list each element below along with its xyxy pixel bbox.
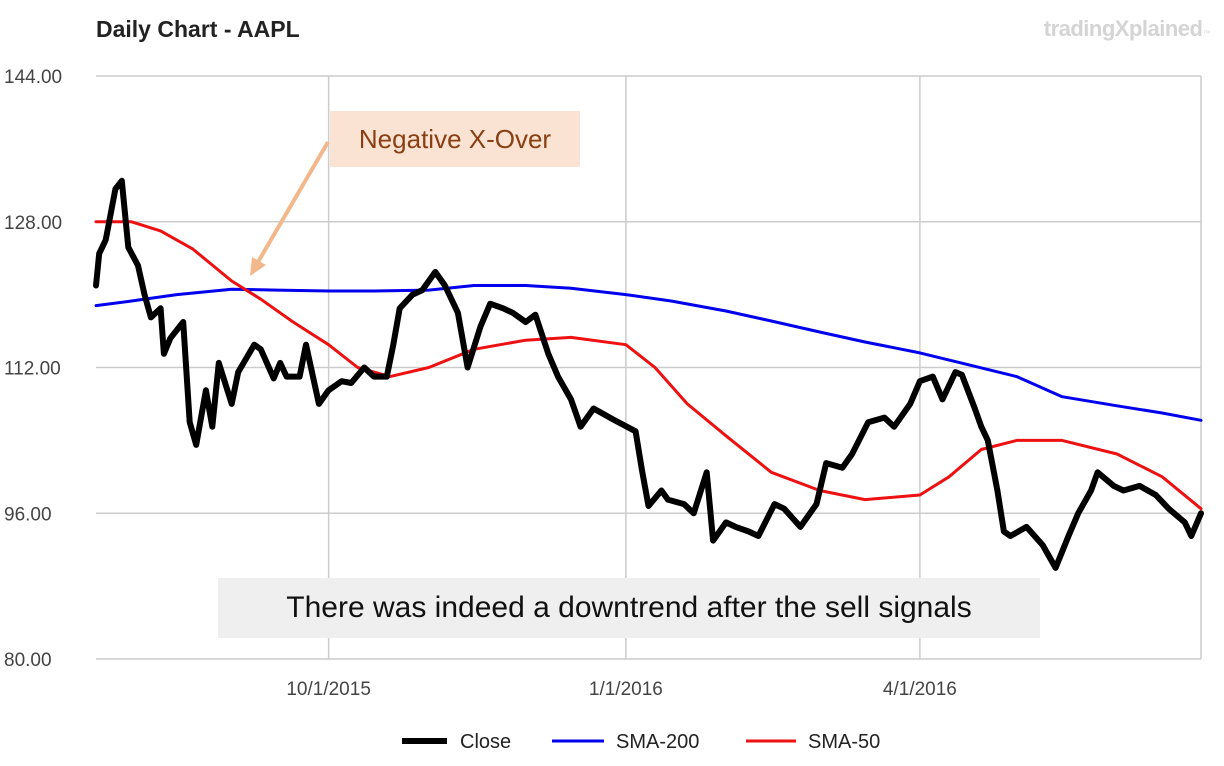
brand-trademark: ™ — [1202, 29, 1211, 38]
chart-title: Daily Chart - AAPL — [96, 16, 300, 42]
brand-name: tradingXplained — [1043, 16, 1203, 41]
axis-labels: 80.00 96.00 112.00 128.00 144.00 10/1/2015 1/1… — [4, 67, 957, 700]
y-tick-label: 128.00 — [4, 213, 62, 234]
x-tick-label: 10/1/2015 — [286, 679, 371, 700]
y-tick-label: 112.00 — [4, 359, 61, 380]
x-tick-label: 4/1/2016 — [883, 679, 957, 700]
y-tick-label: 96.00 — [4, 504, 52, 525]
series-line-close — [93, 177, 1204, 571]
legend-label-sma-200: SMA-200 — [616, 731, 699, 753]
y-tick-label: 80.00 — [4, 650, 52, 671]
grid-layer — [96, 75, 1202, 660]
legend-label-sma-50: SMA-50 — [808, 731, 880, 753]
x-tick-label: 1/1/2016 — [589, 679, 663, 700]
arrow-shaft — [256, 140, 330, 264]
y-tick-label: 144.00 — [4, 67, 62, 88]
downtrend-caption: There was indeed a downtrend after the s… — [218, 578, 1040, 638]
legend-label-close: Close — [460, 731, 511, 753]
legend: Close SMA-200 SMA-50 — [402, 731, 880, 753]
series-line-sma-200 — [94, 284, 1203, 422]
series-line-sma-50 — [94, 220, 1203, 511]
annotation-arrow — [250, 140, 330, 276]
arrow-head — [250, 257, 266, 276]
series-layer — [93, 177, 1204, 571]
brand-logo: tradingXplained™ — [1043, 16, 1211, 42]
crossover-annotation: Negative X-Over — [330, 111, 580, 167]
